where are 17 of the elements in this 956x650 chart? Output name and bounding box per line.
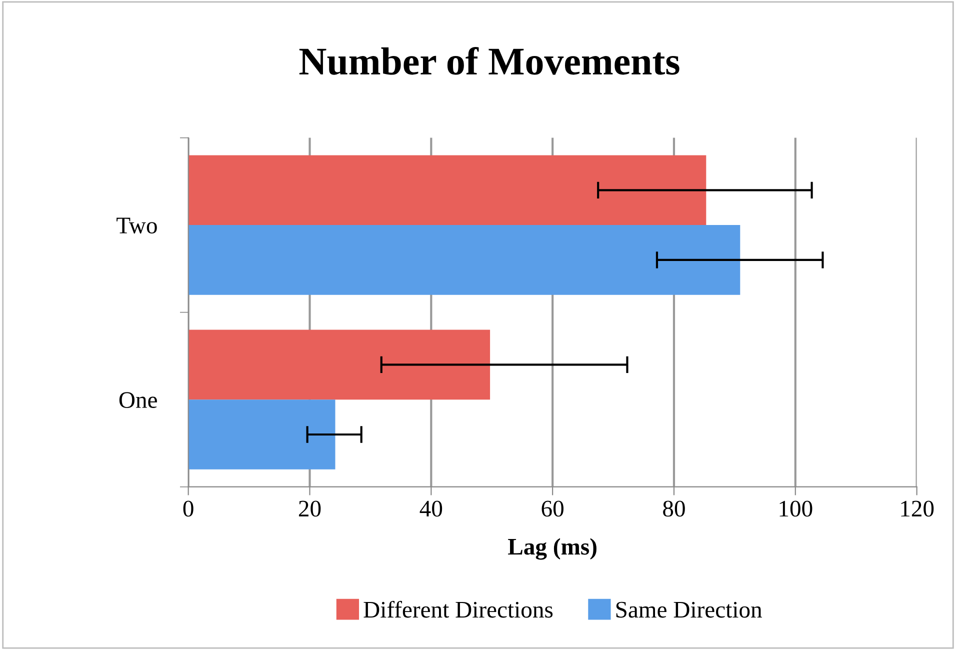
y-tick-label: One bbox=[119, 392, 157, 408]
bar bbox=[188, 400, 336, 470]
x-tick-label: 120 bbox=[901, 500, 934, 517]
legend-label: Same Direction bbox=[616, 602, 762, 618]
x-tick-label: 100 bbox=[780, 500, 812, 517]
bar bbox=[188, 330, 490, 400]
legend-label: Different Directions bbox=[364, 600, 553, 618]
y-tick-label: Two bbox=[116, 218, 157, 234]
x-tick-label: 80 bbox=[663, 500, 685, 517]
bar bbox=[188, 225, 740, 295]
x-tick-label: 40 bbox=[420, 500, 442, 517]
chart-title: Number of Movements bbox=[299, 46, 680, 75]
x-tick-label: 0 bbox=[183, 500, 194, 517]
x-tick-label: 20 bbox=[298, 500, 321, 517]
x-axis-title: Lag (ms) bbox=[508, 538, 596, 560]
x-tick-label: 60 bbox=[542, 500, 564, 517]
bar bbox=[188, 155, 706, 226]
